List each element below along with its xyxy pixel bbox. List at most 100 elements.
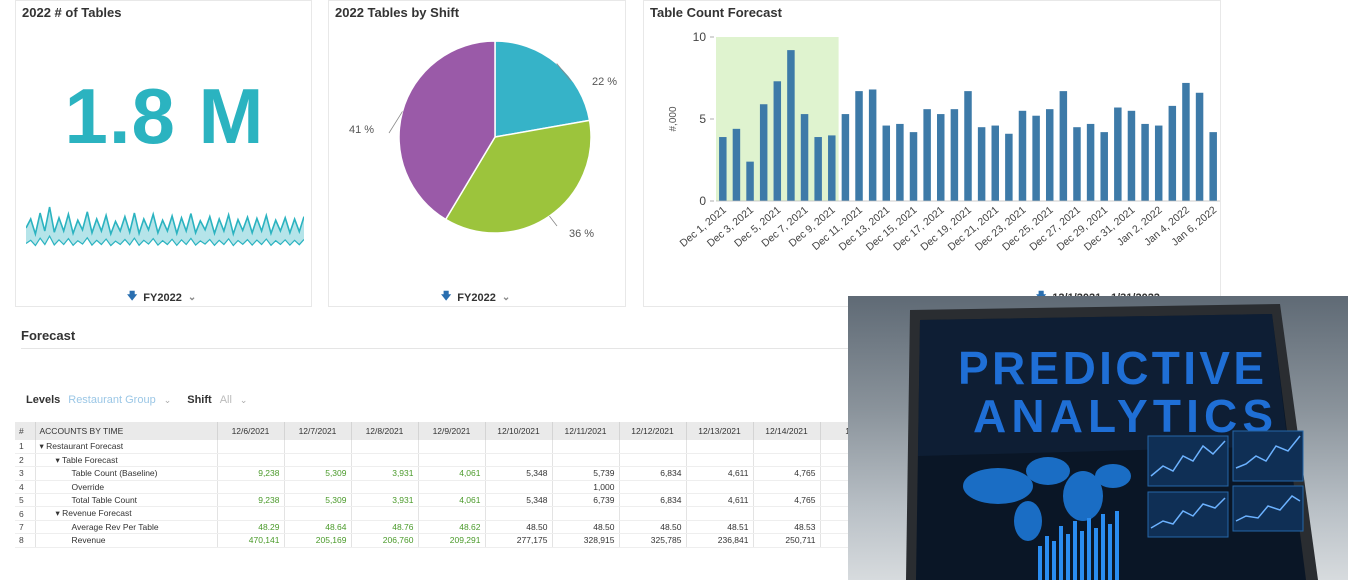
table-cell[interactable]: 5,309 [284, 466, 352, 481]
table-cell[interactable] [351, 506, 419, 521]
table-cell[interactable]: 4,765 [753, 466, 821, 481]
table-cell[interactable]: 4,611 [686, 493, 754, 508]
table-cell[interactable] [485, 453, 553, 468]
date-column-header[interactable]: 12/14/2021 [753, 422, 821, 440]
table-cell[interactable]: 48.53 [753, 520, 821, 535]
table-cell[interactable] [552, 453, 620, 468]
fy-filter-select[interactable]: 🡇 FY2022 ⌄ [441, 289, 510, 306]
table-cell[interactable] [552, 440, 620, 454]
table-cell[interactable]: 209,291 [418, 533, 486, 548]
table-cell[interactable] [485, 480, 553, 495]
account-label[interactable]: ▾ Table Forecast [35, 453, 218, 468]
table-cell[interactable]: 48.50 [485, 520, 553, 535]
table-row[interactable]: 7 Average Rev Per Table 48.29 48.64 48.76 48… [15, 520, 888, 535]
table-row[interactable]: 1 ▾ Restaurant Forecast [15, 440, 888, 454]
table-cell[interactable]: 277,175 [485, 533, 553, 548]
table-cell[interactable]: 250,711 [753, 533, 821, 548]
table-cell[interactable] [686, 506, 754, 521]
table-cell[interactable]: 470,141 [217, 533, 285, 548]
table-cell[interactable] [418, 506, 486, 521]
table-cell[interactable]: 48.50 [619, 520, 687, 535]
table-cell[interactable]: 48.76 [351, 520, 419, 535]
table-row[interactable]: 8 Revenue 470,141 205,169 206,760 209,291 277… [15, 533, 888, 548]
table-cell[interactable] [686, 440, 754, 454]
table-cell[interactable]: 206,760 [351, 533, 419, 548]
table-cell[interactable] [753, 480, 821, 495]
table-cell[interactable]: 4,765 [753, 493, 821, 508]
account-label[interactable]: ▾ Restaurant Forecast [35, 440, 218, 454]
accounts-header[interactable]: ACCOUNTS BY TIME [35, 422, 218, 440]
table-cell[interactable]: 5,739 [552, 466, 620, 481]
table-cell[interactable]: 48.50 [552, 520, 620, 535]
table-cell[interactable]: 1,000 [552, 480, 620, 495]
table-cell[interactable]: 4,611 [686, 466, 754, 481]
table-row[interactable]: 4 Override 1,000 [15, 480, 888, 495]
table-row[interactable]: 3 Table Count (Baseline) 9,238 5,309 3,931 4… [15, 466, 888, 481]
table-cell[interactable]: 5,348 [485, 466, 553, 481]
forecast-bar [1195, 92, 1204, 201]
table-cell[interactable]: 48.64 [284, 520, 352, 535]
date-column-header[interactable]: 12/13/2021 [686, 422, 754, 440]
table-cell[interactable]: 6,834 [619, 493, 687, 508]
table-cell[interactable]: 6,834 [619, 466, 687, 481]
date-column-header[interactable]: 12/10/2021 [485, 422, 553, 440]
table-cell[interactable] [619, 480, 687, 495]
table-cell[interactable] [619, 453, 687, 468]
table-cell[interactable]: 5,348 [485, 493, 553, 508]
table-cell[interactable] [485, 440, 553, 454]
table-cell[interactable] [351, 480, 419, 495]
date-column-header[interactable]: 12/12/2021 [619, 422, 687, 440]
table-cell[interactable] [217, 440, 285, 454]
table-cell[interactable]: 328,915 [552, 533, 620, 548]
table-cell[interactable] [686, 453, 754, 468]
table-row[interactable]: 5 Total Table Count 9,238 5,309 3,931 4,061 5… [15, 493, 888, 508]
table-cell[interactable]: 236,841 [686, 533, 754, 548]
table-cell[interactable] [418, 453, 486, 468]
table-cell[interactable]: 9,238 [217, 466, 285, 481]
table-cell[interactable]: 48.29 [217, 520, 285, 535]
table-cell[interactable] [284, 506, 352, 521]
table-cell[interactable]: 3,931 [351, 466, 419, 481]
chevron-down-icon[interactable]: ⌄ [163, 394, 172, 405]
table-cell[interactable] [217, 506, 285, 521]
table-row[interactable]: 2 ▾ Table Forecast [15, 453, 888, 468]
date-column-header[interactable]: 12/9/2021 [418, 422, 486, 440]
fy-filter-select[interactable]: 🡇 FY2022 ⌄ [127, 289, 196, 306]
table-cell[interactable] [284, 480, 352, 495]
date-column-header[interactable]: 12/7/2021 [284, 422, 352, 440]
table-cell[interactable]: 325,785 [619, 533, 687, 548]
date-column-header[interactable]: 12/11/2021 [552, 422, 620, 440]
table-cell[interactable] [217, 453, 285, 468]
table-cell[interactable]: 3,931 [351, 493, 419, 508]
account-label[interactable]: ▾ Revenue Forecast [35, 506, 218, 521]
table-cell[interactable]: 48.51 [686, 520, 754, 535]
table-cell[interactable] [619, 440, 687, 454]
shift-select[interactable]: All [219, 394, 232, 406]
table-cell[interactable] [485, 506, 553, 521]
table-cell[interactable] [753, 453, 821, 468]
table-cell[interactable] [351, 453, 419, 468]
table-cell[interactable]: 6,739 [552, 493, 620, 508]
table-cell[interactable]: 48.62 [418, 520, 486, 535]
date-column-header[interactable]: 12/6/2021 [217, 422, 285, 440]
chevron-down-icon[interactable]: ⌄ [239, 394, 248, 405]
table-cell[interactable]: 5,309 [284, 493, 352, 508]
table-cell[interactable] [284, 453, 352, 468]
table-cell[interactable] [284, 440, 352, 454]
table-cell[interactable] [753, 506, 821, 521]
levels-select[interactable]: Restaurant Group [68, 394, 156, 406]
table-cell[interactable] [686, 480, 754, 495]
table-cell[interactable] [552, 506, 620, 521]
table-cell[interactable] [418, 480, 486, 495]
table-cell[interactable] [351, 440, 419, 454]
table-cell[interactable] [753, 440, 821, 454]
table-row[interactable]: 6 ▾ Revenue Forecast [15, 506, 888, 521]
table-cell[interactable]: 9,238 [217, 493, 285, 508]
table-cell[interactable]: 205,169 [284, 533, 352, 548]
table-cell[interactable] [418, 440, 486, 454]
table-cell[interactable] [619, 506, 687, 521]
table-cell[interactable] [217, 480, 285, 495]
table-cell[interactable]: 4,061 [418, 493, 486, 508]
table-cell[interactable]: 4,061 [418, 466, 486, 481]
date-column-header[interactable]: 12/8/2021 [351, 422, 419, 440]
